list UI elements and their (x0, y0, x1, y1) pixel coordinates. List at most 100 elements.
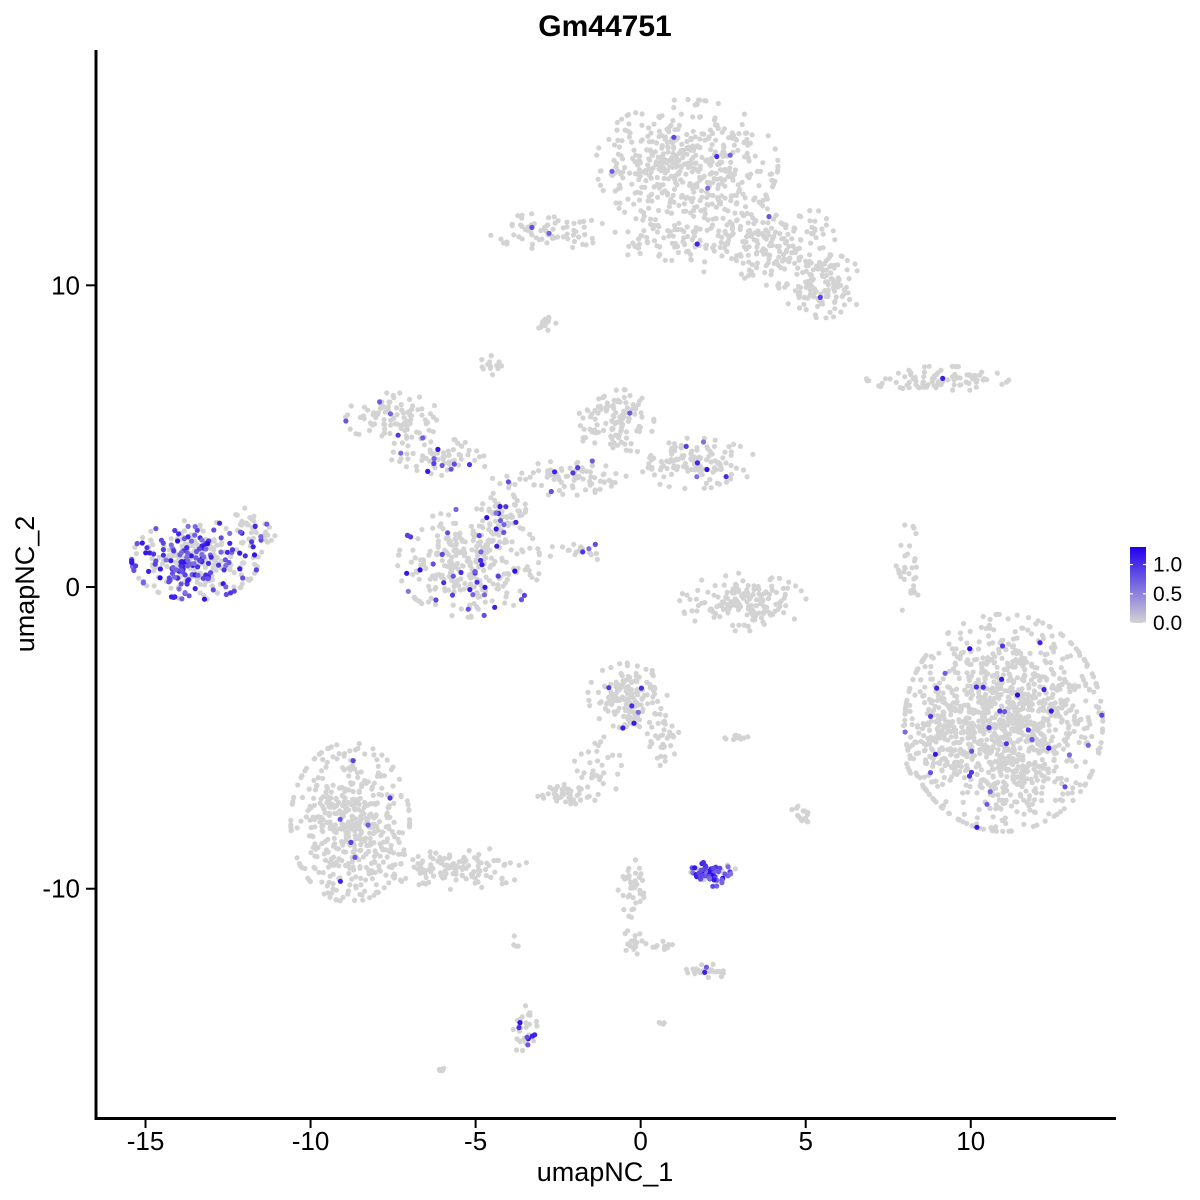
cell-point (403, 875, 409, 882)
cell-point (741, 591, 747, 597)
cell-point (1060, 633, 1066, 639)
cell-point (455, 440, 461, 446)
cell-point (715, 233, 721, 239)
cell-point (902, 374, 908, 380)
cell-point (426, 583, 432, 589)
cell-point (323, 789, 329, 796)
cell-point (599, 762, 605, 768)
cell-point (969, 687, 975, 693)
cell-point (882, 376, 889, 382)
cell-point (330, 782, 336, 788)
cell-point (646, 461, 652, 467)
cell-point (949, 646, 955, 652)
cell-point (775, 164, 781, 170)
cell-point (600, 187, 606, 194)
cell-point (995, 792, 1001, 798)
cell-point (475, 858, 481, 864)
cell-point (825, 291, 831, 297)
cell-point (744, 234, 750, 240)
cell-point (660, 732, 666, 738)
cell-point-expressed (525, 1042, 531, 1048)
cell-point (701, 485, 707, 491)
cell-point (349, 858, 355, 865)
cell-point (634, 243, 641, 249)
cell-point (980, 744, 986, 750)
cell-point (725, 610, 731, 616)
cell-point (621, 394, 627, 400)
cell-point (390, 783, 396, 789)
cell-point (488, 874, 494, 881)
cell-point (651, 472, 658, 478)
cell-point (959, 724, 965, 730)
cell-point-expressed (431, 456, 437, 462)
cell-point-expressed (1037, 640, 1043, 646)
cell-point (1055, 705, 1061, 711)
cell-point (852, 261, 858, 267)
cell-point (244, 522, 250, 528)
cell-point (908, 371, 914, 378)
cell-point-expressed (524, 1034, 530, 1040)
cell-point (626, 121, 632, 127)
cell-point (997, 769, 1003, 775)
cell-point (474, 590, 480, 596)
cell-point (371, 752, 377, 758)
cell-point (952, 705, 958, 712)
cell-point-expressed (683, 443, 689, 449)
cell-point (433, 850, 439, 856)
cell-point (1081, 656, 1087, 663)
cell-point (632, 944, 638, 950)
cell-point (551, 214, 557, 220)
cell-point (388, 842, 394, 849)
cell-point (520, 526, 526, 532)
cell-point-expressed (157, 575, 163, 581)
cell-point (325, 745, 331, 752)
cell-point (240, 560, 246, 566)
cell-point-expressed (987, 789, 993, 795)
cell-point (965, 730, 971, 736)
cell-point (679, 141, 685, 147)
cell-point (982, 693, 988, 699)
cell-point (913, 574, 919, 581)
cell-point (1026, 693, 1032, 699)
cell-point-expressed (728, 871, 734, 877)
cell-point (678, 177, 684, 183)
cell-point (621, 713, 627, 720)
cell-point (1064, 697, 1070, 703)
cell-point (560, 234, 567, 240)
cell-point (551, 235, 557, 241)
cell-point (1053, 764, 1059, 770)
cell-point (639, 122, 645, 128)
cell-point (499, 876, 505, 882)
y-tick-label: -10 (42, 874, 80, 904)
cell-point-expressed (139, 540, 145, 546)
cell-point-expressed (1099, 712, 1105, 718)
cell-point (399, 407, 405, 413)
cell-point (356, 741, 362, 747)
cell-point-expressed (163, 557, 169, 563)
cell-point (895, 370, 902, 376)
cell-point (764, 196, 771, 202)
cell-point (164, 563, 170, 570)
cell-point (963, 782, 969, 788)
cell-point (771, 233, 777, 239)
cell-point (1010, 699, 1016, 705)
cell-point (771, 216, 777, 222)
cell-point-expressed (479, 562, 485, 568)
cell-point (506, 485, 512, 491)
cell-point (614, 127, 620, 133)
cell-point (844, 257, 850, 264)
cell-point (1036, 691, 1042, 697)
cell-point-expressed (192, 586, 198, 592)
cell-point (996, 740, 1002, 746)
cell-point (945, 684, 951, 690)
cell-point (922, 664, 928, 670)
cell-point (810, 267, 816, 273)
cell-point-expressed (228, 590, 234, 596)
cell-point (632, 159, 638, 165)
cell-point (644, 679, 650, 686)
cell-point (1039, 772, 1045, 779)
cell-point (587, 426, 593, 432)
cell-point (608, 689, 614, 695)
cell-point (996, 683, 1002, 689)
cell-point (324, 799, 330, 806)
